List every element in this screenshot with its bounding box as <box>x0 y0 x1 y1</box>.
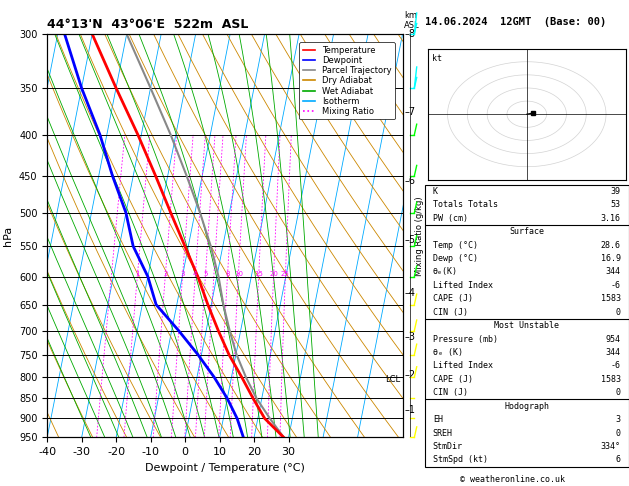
Text: 25: 25 <box>281 271 290 277</box>
Text: Totals Totals: Totals Totals <box>433 200 498 209</box>
Text: 3: 3 <box>616 415 621 424</box>
Text: 2: 2 <box>163 271 167 277</box>
Text: Surface: Surface <box>509 227 544 236</box>
Text: 1583: 1583 <box>601 375 621 384</box>
Text: 0: 0 <box>616 388 621 397</box>
Text: –4: –4 <box>404 288 415 297</box>
Text: kt: kt <box>431 54 442 63</box>
Text: 334°: 334° <box>601 442 621 451</box>
Text: 344: 344 <box>606 348 621 357</box>
Text: 20: 20 <box>269 271 278 277</box>
Text: –7: –7 <box>404 107 416 117</box>
Text: SREH: SREH <box>433 429 453 437</box>
Text: 1: 1 <box>135 271 140 277</box>
Text: 344: 344 <box>606 267 621 277</box>
Text: 0: 0 <box>616 308 621 317</box>
Legend: Temperature, Dewpoint, Parcel Trajectory, Dry Adiabat, Wet Adiabat, Isotherm, Mi: Temperature, Dewpoint, Parcel Trajectory… <box>299 42 395 120</box>
Text: 3.16: 3.16 <box>601 214 621 223</box>
Text: LCL: LCL <box>385 375 400 384</box>
Text: θₑ (K): θₑ (K) <box>433 348 463 357</box>
Text: 10: 10 <box>234 271 243 277</box>
Text: –3: –3 <box>404 332 415 343</box>
Text: –6: –6 <box>404 175 415 186</box>
Text: Lifted Index: Lifted Index <box>433 281 493 290</box>
Text: 0: 0 <box>616 429 621 437</box>
Text: CIN (J): CIN (J) <box>433 308 468 317</box>
Text: 954: 954 <box>606 334 621 344</box>
Text: Pressure (mb): Pressure (mb) <box>433 334 498 344</box>
Text: -6: -6 <box>611 362 621 370</box>
Text: StmSpd (kt): StmSpd (kt) <box>433 455 487 464</box>
Text: 53: 53 <box>611 200 621 209</box>
Text: Most Unstable: Most Unstable <box>494 321 559 330</box>
Text: 8: 8 <box>225 271 230 277</box>
Text: 5: 5 <box>203 271 208 277</box>
Text: 39: 39 <box>611 187 621 196</box>
Text: –2: –2 <box>404 370 416 380</box>
X-axis label: Dewpoint / Temperature (°C): Dewpoint / Temperature (°C) <box>145 463 305 473</box>
Text: 6: 6 <box>616 455 621 464</box>
Text: EH: EH <box>433 415 443 424</box>
Text: Dewp (°C): Dewp (°C) <box>433 254 478 263</box>
Text: km
ASL: km ASL <box>404 11 420 30</box>
Text: PW (cm): PW (cm) <box>433 214 468 223</box>
Text: StmDir: StmDir <box>433 442 463 451</box>
Text: 16.9: 16.9 <box>601 254 621 263</box>
Text: –1: –1 <box>404 405 415 415</box>
Text: –8: –8 <box>404 29 415 39</box>
Text: © weatheronline.co.uk: © weatheronline.co.uk <box>460 474 565 484</box>
Text: Temp (°C): Temp (°C) <box>433 241 478 250</box>
Text: CAPE (J): CAPE (J) <box>433 375 473 384</box>
Text: 44°13'N  43°06'E  522m  ASL: 44°13'N 43°06'E 522m ASL <box>47 18 248 32</box>
Text: 4: 4 <box>193 271 198 277</box>
Text: Lifted Index: Lifted Index <box>433 362 493 370</box>
Text: -6: -6 <box>611 281 621 290</box>
Text: 3: 3 <box>181 271 185 277</box>
Text: 1583: 1583 <box>601 295 621 303</box>
Text: K: K <box>433 187 438 196</box>
Text: 15: 15 <box>254 271 263 277</box>
Text: 14.06.2024  12GMT  (Base: 00): 14.06.2024 12GMT (Base: 00) <box>425 17 606 27</box>
Y-axis label: hPa: hPa <box>3 226 13 246</box>
Text: CAPE (J): CAPE (J) <box>433 295 473 303</box>
Text: θₑ(K): θₑ(K) <box>433 267 458 277</box>
Text: CIN (J): CIN (J) <box>433 388 468 397</box>
Text: Hodograph: Hodograph <box>504 401 549 411</box>
Text: Mixing Ratio (g/kg): Mixing Ratio (g/kg) <box>415 196 424 276</box>
Text: –5: –5 <box>404 235 416 245</box>
Text: 28.6: 28.6 <box>601 241 621 250</box>
